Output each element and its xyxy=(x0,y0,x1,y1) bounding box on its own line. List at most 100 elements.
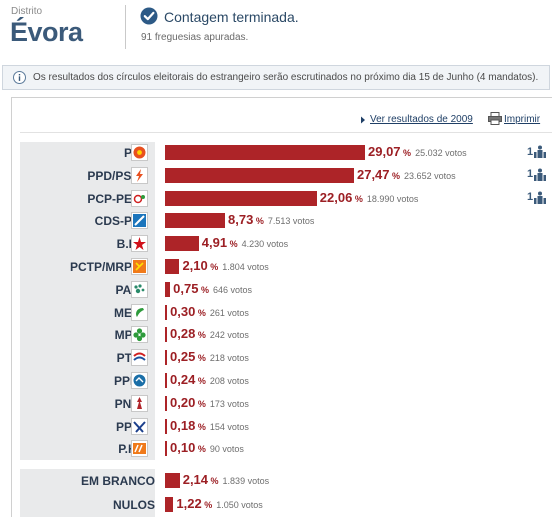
pctp-logo-icon xyxy=(131,258,148,275)
percent-value: 4,91 xyxy=(201,235,228,251)
mandate-count: 1 xyxy=(527,191,534,204)
percent-sign: % xyxy=(195,353,206,364)
percent-sign: % xyxy=(195,421,206,432)
percent-value: 1,22 xyxy=(176,496,202,511)
deputies-icon xyxy=(534,145,547,158)
result-bar xyxy=(165,281,171,297)
result-bar xyxy=(165,304,168,320)
result-row: PNR 0,20 % 173 votos xyxy=(12,393,552,415)
vote-count: 18.990 votos xyxy=(366,193,419,204)
percent-value: 22,06 xyxy=(319,189,353,205)
percent-value: 0,18 xyxy=(170,417,196,433)
results-panel: Ver resultados de 2009 Imprimir PS29,07 … xyxy=(11,97,552,517)
vote-count: 90 votos xyxy=(209,444,244,455)
result-row: PCTP/MRPP 2,10 % 1.804 votos xyxy=(12,256,552,278)
result-bar xyxy=(165,350,167,366)
percent-value: 0,75 xyxy=(173,280,199,296)
ppv-logo-icon xyxy=(131,417,148,435)
pcp-pev-logo-icon xyxy=(131,189,148,207)
mandates-badge[interactable]: 1 xyxy=(527,168,547,181)
vote-count: 261 votos xyxy=(209,307,249,318)
vote-count: 4.230 votos xyxy=(241,239,289,250)
vote-count: 208 votos xyxy=(209,376,249,386)
ptp-logo-icon xyxy=(131,349,148,367)
view-2009-results-link[interactable]: Ver resultados de 2009 xyxy=(370,114,473,125)
result-percentage: 0,28 % 242 votos xyxy=(170,326,249,341)
percent-sign: % xyxy=(208,476,219,486)
mep-logo-icon xyxy=(131,303,148,321)
cds-logo-icon xyxy=(131,212,148,230)
status-title: Contagem terminada. xyxy=(164,9,299,25)
pnr-logo-icon xyxy=(131,394,148,412)
result-bar xyxy=(165,373,167,388)
result-row: NULOS 1,22 % 1.050 votos xyxy=(12,494,552,516)
vote-count: 1.050 votos xyxy=(216,500,263,510)
psd-logo-icon xyxy=(131,166,148,184)
result-percentage: 2,14 % 1.839 votos xyxy=(183,472,269,487)
percent-sign: % xyxy=(195,398,206,409)
percent-value: 2,14 xyxy=(182,472,209,487)
check-circle-icon xyxy=(140,7,158,25)
result-row: MEP 0,30 % 261 votos xyxy=(12,302,552,324)
mandates-badge[interactable]: 1 xyxy=(527,145,547,158)
percent-value: 8,73 xyxy=(228,212,254,228)
header: Distrito Évora Contagem terminada. 91 fr… xyxy=(0,0,552,58)
result-bar xyxy=(165,327,167,343)
result-percentage: 0,20 % 173 votos xyxy=(170,395,249,410)
result-percentage: 0,75 % 646 votos xyxy=(173,281,252,296)
result-bar xyxy=(165,473,180,488)
result-row: P.H. 0,10 % 90 votos xyxy=(12,438,552,460)
mpt-logo-icon xyxy=(131,326,148,344)
district-name: Évora xyxy=(10,17,83,47)
result-percentage: 4,91 % 4.230 votos xyxy=(202,235,288,250)
vote-count: 242 votos xyxy=(209,330,249,341)
result-bar xyxy=(165,395,167,411)
print-link[interactable]: Imprimir xyxy=(504,114,541,125)
percent-sign: % xyxy=(253,216,264,227)
result-row: MPT 0,28 % 242 votos xyxy=(12,324,552,346)
percent-sign: % xyxy=(195,444,206,455)
percent-value: 29,07 xyxy=(368,144,401,159)
percent-value: 0,10 xyxy=(170,440,196,456)
vote-count: 1.804 votos xyxy=(222,262,269,272)
mandates-badge[interactable]: 1 xyxy=(527,191,547,204)
deputies-icon xyxy=(534,168,547,181)
result-percentage: 0,25 % 218 votos xyxy=(170,349,249,364)
party-name: CDS-PP xyxy=(94,214,140,229)
party-name: NULOS xyxy=(113,498,155,512)
percent-sign: % xyxy=(195,330,206,341)
pan-logo-icon xyxy=(131,280,148,298)
party-name: PPD/PSD xyxy=(87,168,140,183)
percent-sign: % xyxy=(201,500,213,510)
result-row: PPV 0,18 % 154 votos xyxy=(12,416,552,438)
result-bar xyxy=(165,497,174,512)
result-row: CDS-PP 8,73 % 7.513 votos xyxy=(12,210,552,232)
result-row: EM BRANCO 2,14 % 1.839 votos xyxy=(12,470,552,492)
result-bar xyxy=(165,145,365,160)
percent-value: 0,20 xyxy=(170,394,196,410)
district-label: Distrito xyxy=(11,6,43,17)
percent-sign: % xyxy=(389,170,401,181)
percent-value: 2,10 xyxy=(182,258,208,273)
info-bar: Os resultados dos círculos eleitorais do… xyxy=(2,65,550,90)
percent-sign: % xyxy=(207,262,219,272)
deputies-icon xyxy=(534,191,547,204)
vote-count: 25.032 votos xyxy=(415,148,467,158)
result-percentage: 29,07 % 25.032 votos xyxy=(368,144,467,159)
result-percentage: 27,47 % 23.652 votos xyxy=(357,167,456,182)
ppm-logo-icon xyxy=(131,372,148,389)
party-name: PCP-PEV xyxy=(87,191,140,206)
percent-value: 0,28 xyxy=(170,326,196,342)
result-row: B.E. 4,91 % 4.230 votos xyxy=(12,233,552,255)
result-percentage: 2,10 % 1.804 votos xyxy=(182,258,268,273)
info-text: Os resultados dos círculos eleitorais do… xyxy=(33,72,539,83)
vote-count: 1.839 votos xyxy=(222,476,270,486)
ps-logo-icon xyxy=(131,144,148,161)
printer-icon[interactable] xyxy=(488,112,502,125)
vote-count: 218 votos xyxy=(209,353,249,364)
result-percentage: 8,73 % 7.513 votos xyxy=(228,212,314,227)
percent-value: 27,47 xyxy=(356,166,390,182)
result-bar xyxy=(165,441,167,457)
percent-sign: % xyxy=(352,193,363,204)
